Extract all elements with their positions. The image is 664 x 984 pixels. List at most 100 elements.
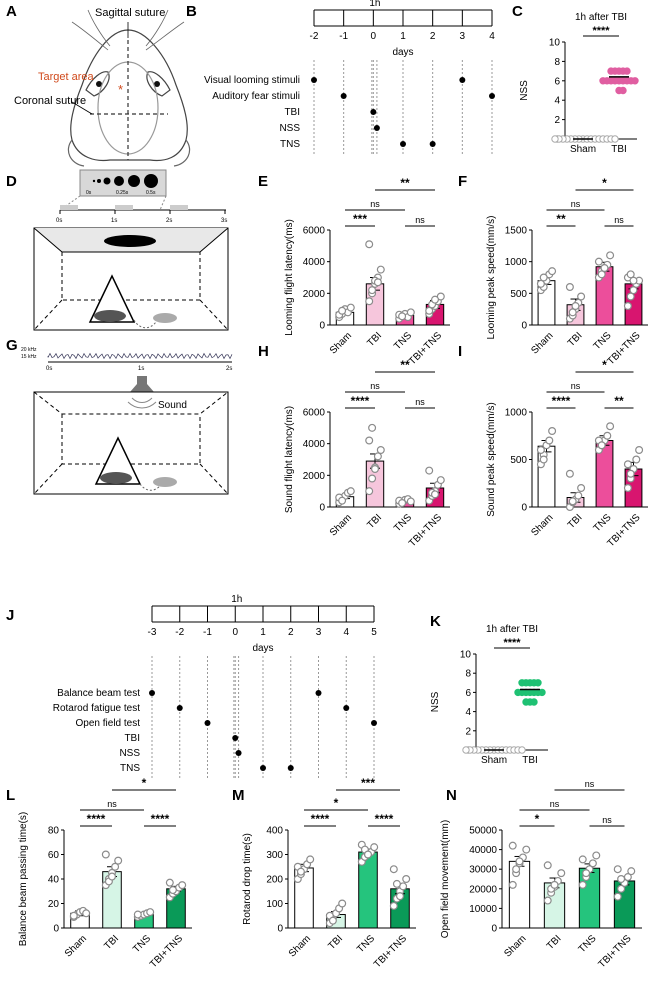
significance-label: ** [400,358,410,372]
timeline-row-label: NSS [279,123,300,134]
timeline-event-dot [373,125,380,131]
data-point [346,487,355,496]
significance-label: ns [602,815,612,825]
x-tick-label: TNS [392,512,414,534]
y-tick-label: 6000 [303,226,326,237]
panel-label-c: C [512,3,523,20]
significance-label: **** [592,25,610,37]
x-tick-label: Sham [328,512,354,538]
data-point [431,295,440,304]
significance-label: * [334,796,339,810]
data-point [364,850,373,859]
data-point [107,872,116,881]
y-tick-label: 6000 [303,408,326,419]
x-tick-label: Sham [570,144,596,155]
y-tick-label: 20000 [469,884,497,895]
y-tick-label: 60 [48,850,60,861]
timeline-event-dot [371,720,377,726]
timeline-row-label: TBI [284,107,300,118]
data-point [536,446,545,455]
data-point [406,497,415,506]
data-point [376,446,385,455]
timeline-tick-label: -3 [148,627,157,638]
timeline-event-dot [149,690,155,696]
x-tick-label: TBI [102,933,121,952]
timeline-row-label: Open field test [76,718,141,729]
data-point [522,845,531,854]
data-point [629,276,638,285]
y-tick-label: 80 [48,826,60,837]
data-point [396,892,405,901]
chart-h: 0 2000 4000 6000 Sound flight latency(ms) Sha… [284,358,450,549]
y-tick-label: 0 [491,924,497,935]
data-point [522,698,530,706]
y-tick-label: 40 [48,875,60,886]
data-point [114,856,123,865]
data-point [328,916,337,925]
data-point [365,240,374,249]
data-point [599,77,607,85]
x-tick-label: Sham [63,933,89,959]
data-point [165,878,174,887]
rat-skull-illustration [67,9,191,167]
data-point [82,909,91,918]
y-tick-label: 30000 [469,865,497,876]
data-point [582,869,591,878]
data-point [629,286,638,295]
timeline-event-dot [204,720,211,726]
y-axis-label: Open field movement(mm) [440,820,451,938]
y-tick-label: 0 [53,924,59,935]
x-tick-label: TBI+TNS [597,933,634,970]
data-point [548,267,557,276]
timeline-event-dot [400,141,406,147]
panel-label-i: I [458,343,462,360]
data-point [389,901,398,910]
timeline-days-label: days [252,643,273,654]
panel-label-n: N [446,787,457,804]
chart-f: 0 500 1000 1500 Looming peak speed(mm/s) Sham… [486,176,648,367]
x-tick-label: Sham [529,512,555,538]
x-tick-label: TNS [577,933,599,955]
data-point [425,466,434,475]
significance-label: **** [503,637,521,649]
significance-label: **** [375,812,394,826]
timeline-days-label: days [392,47,413,58]
y-tick-label: 0 [319,321,325,332]
timeline-tick-label: 0 [371,31,377,42]
data-point [111,862,120,871]
data-point [548,427,557,436]
x-tick-label: TBI+TNS [407,330,444,367]
data-point [623,67,631,75]
y-tick-label: 2 [554,115,560,126]
data-point [574,491,583,500]
data-point [462,746,470,754]
significance-label: * [142,776,147,790]
x-tick-label: TBI [566,512,585,531]
x-tick-label: TBI [326,933,345,952]
significance-label: ** [614,394,624,408]
significance-label: **** [87,812,106,826]
data-point [623,460,632,469]
x-tick-label: TBI+TNS [407,512,444,549]
x-tick-label: Sham [287,933,313,959]
data-point [146,908,155,917]
sound-axis-1: 1s [138,366,144,372]
data-point [368,286,377,295]
y-tick-label: 1000 [505,408,528,419]
data-point [613,892,622,901]
chart-n: 0 10000 20000 30000 40000 50000 Open field mov… [440,779,642,970]
y-tick-label: 10 [549,38,561,49]
data-point [539,455,548,464]
data-point [594,257,603,266]
data-point [425,306,434,315]
sound-axis-0: 0s [46,366,52,372]
x-tick-label: TBI [566,330,585,349]
y-axis-label: Balance beam passing time(s) [18,812,29,947]
y-axis-label: Looming peak speed(mm/s) [486,216,497,340]
data-point [514,688,522,697]
data-point [530,698,538,706]
data-point [392,879,401,888]
data-point [611,135,619,143]
data-point [550,880,559,889]
